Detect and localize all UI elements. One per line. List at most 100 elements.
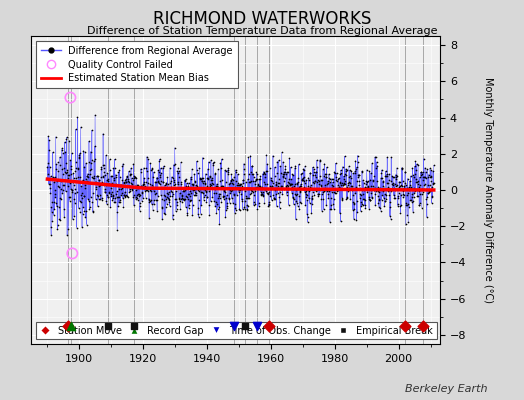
Point	[50, 179, 58, 185]
Point	[379, 178, 387, 185]
Point	[381, 168, 390, 174]
Point	[410, 190, 419, 196]
Point	[119, 160, 127, 167]
Point	[314, 181, 323, 188]
Point	[303, 197, 311, 204]
Point	[198, 178, 206, 184]
Point	[291, 198, 300, 204]
Point	[259, 192, 268, 198]
Point	[108, 192, 117, 199]
Point	[92, 196, 100, 202]
Point	[197, 202, 205, 208]
Point	[153, 174, 161, 181]
Point	[202, 198, 211, 205]
Point	[235, 207, 244, 214]
Point	[292, 187, 300, 194]
Point	[404, 190, 412, 196]
Point	[65, 172, 73, 178]
Point	[397, 202, 405, 208]
Point	[417, 172, 425, 178]
Point	[346, 196, 354, 202]
Point	[73, 114, 82, 120]
Point	[136, 207, 144, 214]
Point	[352, 184, 360, 191]
Point	[76, 209, 84, 216]
Point	[83, 173, 91, 180]
Point	[127, 175, 136, 182]
Point	[56, 195, 64, 201]
Point	[75, 155, 83, 162]
Point	[329, 182, 337, 189]
Point	[400, 183, 408, 189]
Point	[427, 178, 435, 185]
Point	[125, 186, 134, 192]
Point	[416, 174, 424, 180]
Point	[136, 183, 145, 189]
Point	[121, 194, 129, 201]
Point	[386, 186, 394, 192]
Point	[99, 130, 107, 137]
Point	[184, 205, 193, 211]
Point	[160, 192, 169, 198]
Point	[406, 178, 414, 184]
Point	[277, 170, 286, 176]
Point	[358, 168, 366, 174]
Point	[84, 173, 93, 180]
Point	[367, 190, 375, 196]
Point	[308, 200, 316, 207]
Point	[227, 171, 236, 177]
Point	[217, 156, 226, 162]
Point	[56, 217, 64, 224]
Point	[144, 188, 152, 194]
Point	[161, 211, 169, 218]
Point	[336, 179, 344, 186]
Point	[410, 193, 418, 200]
Point	[427, 173, 435, 179]
Point	[140, 175, 148, 181]
Point	[75, 150, 84, 156]
Point	[100, 162, 108, 168]
Point	[177, 159, 185, 166]
Point	[125, 168, 133, 175]
Point	[222, 195, 231, 201]
Point	[397, 191, 405, 198]
Point	[130, 174, 138, 181]
Point	[373, 178, 381, 184]
Point	[408, 165, 417, 171]
Point	[204, 188, 213, 195]
Point	[90, 173, 98, 179]
Point	[354, 172, 362, 178]
Point	[334, 182, 343, 188]
Point	[107, 193, 115, 199]
Point	[324, 180, 332, 186]
Point	[322, 170, 331, 177]
Point	[231, 201, 239, 207]
Point	[157, 192, 165, 198]
Point	[278, 191, 287, 197]
Point	[311, 178, 319, 185]
Point	[179, 184, 188, 191]
Point	[315, 190, 323, 197]
Point	[134, 197, 142, 203]
Point	[94, 173, 103, 180]
Point	[43, 160, 52, 166]
Point	[316, 156, 324, 163]
Point	[156, 172, 164, 178]
Point	[241, 206, 249, 212]
Point	[283, 186, 292, 192]
Point	[377, 170, 386, 176]
Point	[395, 184, 403, 191]
Point	[384, 188, 392, 194]
Point	[394, 202, 402, 209]
Point	[424, 174, 433, 180]
Point	[96, 182, 104, 188]
Point	[360, 196, 368, 202]
Point	[50, 199, 58, 205]
Point	[101, 189, 110, 195]
Point	[364, 184, 373, 190]
Point	[200, 186, 209, 193]
Point	[75, 198, 84, 204]
Point	[283, 169, 292, 175]
Point	[159, 164, 167, 171]
Point	[372, 187, 380, 194]
